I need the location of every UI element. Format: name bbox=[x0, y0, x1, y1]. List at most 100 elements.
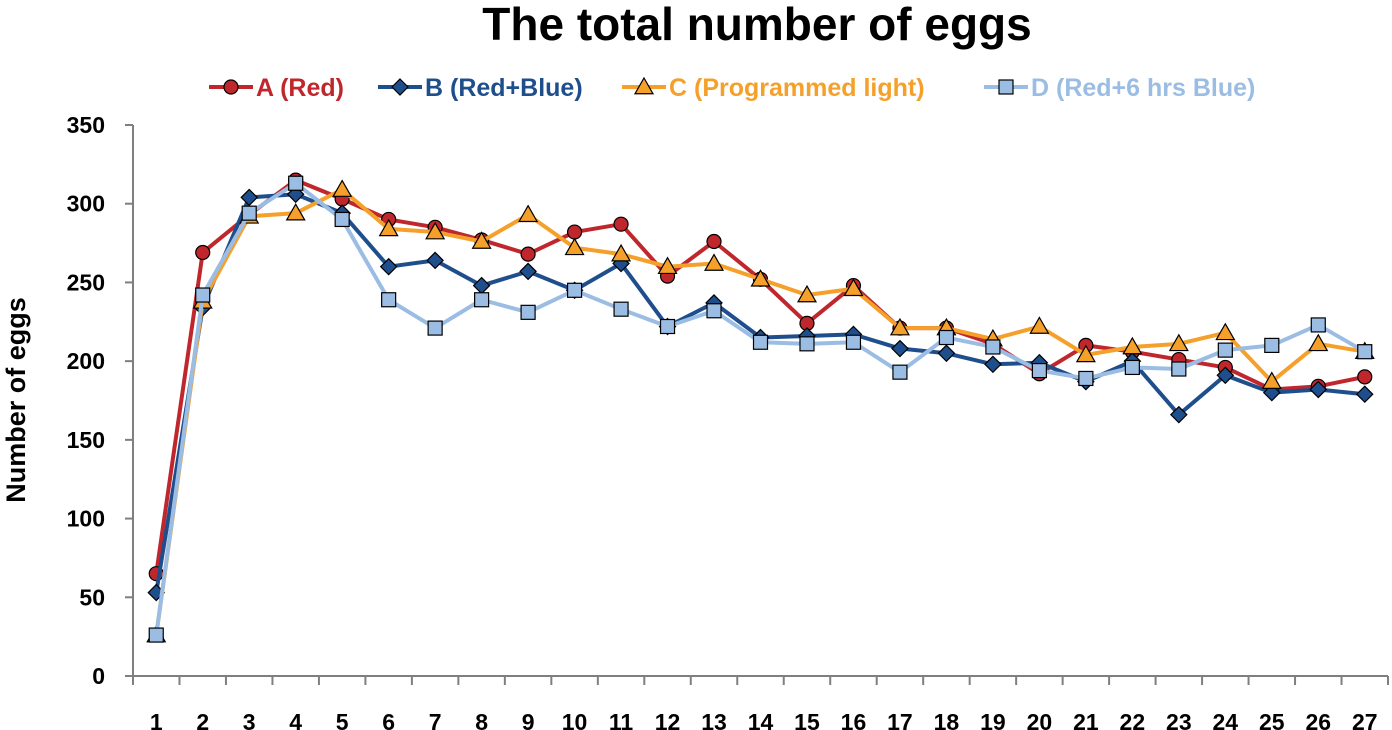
data-point bbox=[1078, 370, 1094, 387]
data-point bbox=[657, 256, 678, 275]
series-d bbox=[148, 175, 1373, 643]
y-tick-label: 100 bbox=[67, 506, 105, 532]
data-point bbox=[471, 231, 492, 249]
data-point bbox=[566, 282, 583, 298]
legend-item: A (Red) bbox=[209, 74, 344, 102]
y-tick-label: 300 bbox=[67, 191, 105, 217]
data-point bbox=[706, 303, 722, 319]
data-point bbox=[425, 221, 446, 240]
x-tick-label: 6 bbox=[382, 709, 395, 730]
x-tick-label: 25 bbox=[1259, 709, 1285, 730]
legend-item: C (Programmed light) bbox=[622, 74, 925, 102]
x-tick-label: 4 bbox=[289, 709, 302, 730]
y-tick-label: 350 bbox=[67, 112, 105, 138]
y-axis-label: Number of eggs bbox=[1, 297, 31, 503]
data-point bbox=[1309, 380, 1328, 399]
x-tick-label: 21 bbox=[1073, 709, 1099, 730]
series-b bbox=[147, 185, 1374, 602]
data-point bbox=[566, 224, 583, 240]
data-point bbox=[1215, 322, 1236, 341]
data-point bbox=[1122, 336, 1143, 355]
data-point bbox=[518, 204, 539, 223]
data-point bbox=[1261, 371, 1282, 389]
x-tick-label: 12 bbox=[655, 709, 681, 730]
data-point bbox=[845, 334, 862, 350]
data-point bbox=[288, 175, 304, 191]
series-a bbox=[148, 172, 1373, 582]
data-point bbox=[474, 292, 490, 308]
x-tick-label: 23 bbox=[1166, 709, 1192, 730]
data-point bbox=[1357, 344, 1373, 360]
data-point bbox=[938, 329, 955, 346]
data-point bbox=[195, 287, 211, 303]
legend: A (Red) B (Red+Blue) C (Programmed light) D… bbox=[209, 74, 1255, 102]
legend-label: C (Programmed light) bbox=[669, 74, 925, 102]
legend-label: D (Red+6 hrs Blue) bbox=[1031, 74, 1255, 102]
data-point bbox=[1308, 333, 1329, 352]
series-layer bbox=[146, 172, 1375, 643]
legend-item: D (Red+6 hrs Blue) bbox=[984, 74, 1255, 102]
data-point bbox=[706, 233, 722, 250]
data-point bbox=[426, 251, 444, 270]
data-point bbox=[332, 179, 353, 197]
x-tick-label: 8 bbox=[475, 709, 488, 730]
data-point bbox=[703, 253, 725, 271]
x-tick-label: 5 bbox=[336, 709, 349, 730]
legend-swatch-marker bbox=[223, 79, 239, 95]
series-line bbox=[154, 178, 1366, 574]
x-tick-label: 22 bbox=[1120, 709, 1146, 730]
data-point bbox=[472, 276, 491, 295]
data-point bbox=[752, 334, 769, 350]
x-tick-label: 15 bbox=[794, 709, 820, 730]
data-point bbox=[148, 627, 164, 643]
data-point bbox=[378, 218, 399, 237]
data-point bbox=[520, 246, 536, 262]
data-point bbox=[381, 292, 397, 308]
data-point bbox=[891, 339, 909, 358]
legend-swatch-marker bbox=[633, 76, 655, 95]
x-tick-label: 26 bbox=[1305, 709, 1331, 730]
data-point bbox=[1031, 362, 1047, 379]
data-point bbox=[240, 188, 259, 207]
legend-swatch-marker bbox=[391, 78, 409, 96]
data-point bbox=[750, 269, 771, 287]
x-tick-label: 1 bbox=[150, 709, 163, 730]
series-c bbox=[146, 179, 1375, 643]
x-tick-label: 27 bbox=[1352, 709, 1378, 730]
data-point bbox=[1169, 405, 1188, 424]
data-point bbox=[1310, 317, 1326, 333]
data-point bbox=[796, 284, 818, 303]
series-line bbox=[154, 192, 1365, 593]
data-point bbox=[241, 205, 257, 221]
data-point bbox=[892, 364, 908, 380]
data-point bbox=[613, 301, 629, 317]
data-point bbox=[1029, 316, 1050, 334]
data-point bbox=[1217, 342, 1233, 358]
data-point bbox=[1124, 359, 1140, 376]
data-point bbox=[1216, 366, 1235, 385]
x-tick-label: 10 bbox=[562, 709, 588, 730]
data-point bbox=[984, 355, 1002, 374]
data-point bbox=[285, 202, 306, 221]
legend-label: A (Red) bbox=[256, 74, 344, 102]
data-point bbox=[611, 243, 632, 262]
data-point bbox=[195, 244, 211, 261]
x-tick-label: 17 bbox=[887, 709, 913, 730]
data-point bbox=[564, 237, 585, 256]
data-point bbox=[889, 317, 910, 336]
x-tick-label: 7 bbox=[429, 709, 442, 730]
data-point bbox=[1171, 361, 1187, 377]
y-tick-label: 200 bbox=[67, 348, 105, 374]
data-point bbox=[985, 339, 1001, 355]
y-tick-label: 0 bbox=[92, 663, 105, 689]
data-point bbox=[937, 344, 956, 363]
x-tick-label: 20 bbox=[1027, 709, 1053, 730]
data-point bbox=[1264, 337, 1280, 353]
x-tick-label: 2 bbox=[196, 709, 209, 730]
data-point bbox=[799, 336, 815, 352]
y-tick-label: 150 bbox=[67, 427, 105, 453]
data-point bbox=[843, 278, 864, 297]
data-point bbox=[334, 211, 350, 228]
x-tick-label: 14 bbox=[748, 709, 774, 730]
